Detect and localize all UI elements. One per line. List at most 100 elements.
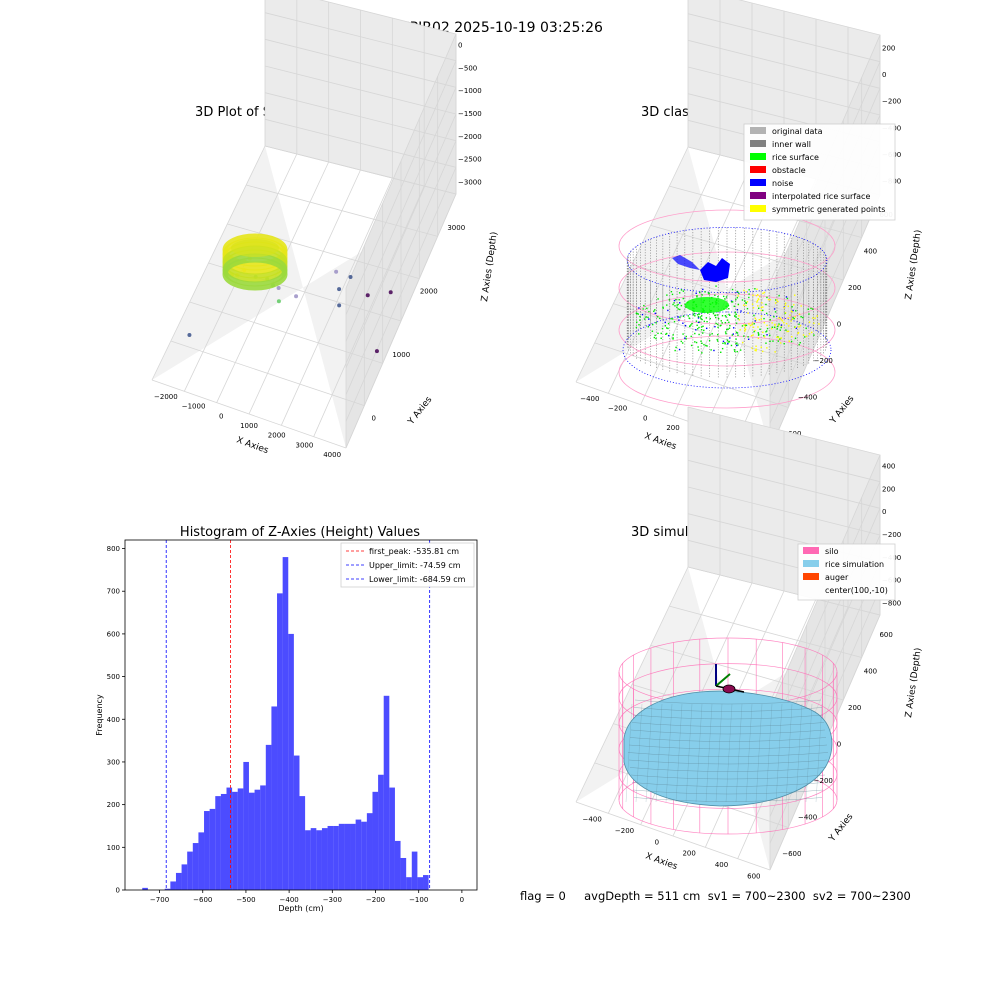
rice-surface-point xyxy=(690,324,692,326)
rice-surface-point xyxy=(677,316,679,318)
rice-surface-point xyxy=(698,321,701,323)
z-tick-label: 0 xyxy=(882,71,886,79)
histogram-bar xyxy=(265,744,272,890)
rice-surface-point xyxy=(804,336,806,338)
histogram-bar xyxy=(355,819,362,890)
grid-line xyxy=(687,566,881,616)
rice-surface-point xyxy=(758,319,761,321)
rice-surface-point xyxy=(709,334,711,336)
rice-surface-point xyxy=(699,316,702,318)
rice-surface-point xyxy=(791,306,793,308)
rice-surface-point xyxy=(665,333,667,335)
rice-surface-point xyxy=(810,331,813,334)
rice-surface-point xyxy=(685,335,687,338)
rice-surface-point xyxy=(667,334,670,337)
rice-surface-point xyxy=(766,324,768,327)
rice-surface-point xyxy=(777,340,780,342)
rice-surface-point xyxy=(728,313,730,316)
rice-surface-point xyxy=(678,348,681,351)
rice-surface-point xyxy=(762,309,764,312)
rice-surface-point xyxy=(672,338,674,340)
surface-mesh-line xyxy=(630,774,826,780)
surface-mesh-line xyxy=(725,703,733,803)
legend-label: first_peak: -535.81 cm xyxy=(369,547,459,556)
rice-surface-point xyxy=(775,299,778,301)
rice-surface-point xyxy=(755,348,757,350)
surface-mesh-line xyxy=(631,722,825,727)
rice-surface-point xyxy=(643,304,645,307)
rice-surface-point xyxy=(779,329,781,331)
rice-surface-point xyxy=(672,303,674,306)
rice-surface-point xyxy=(802,334,805,336)
histogram-x-ticks: −700 −600 −500 −400 −300 −200 −100 0 xyxy=(150,890,464,904)
rice-surface-point xyxy=(726,328,728,331)
histogram-bar xyxy=(338,823,345,890)
rice-surface-point xyxy=(805,327,807,330)
noise-ring xyxy=(622,311,832,389)
rice-surface-point xyxy=(707,292,710,294)
rice-surface-point xyxy=(682,315,685,318)
histogram-bar xyxy=(299,796,306,890)
legend-swatch xyxy=(750,179,766,186)
rice-surface-point xyxy=(646,307,648,310)
rice-surface-point xyxy=(697,349,700,351)
panel-raw-3d: 3D Plot of Silo Interior(row data) −2000… xyxy=(151,0,500,459)
rice-surface-point xyxy=(657,315,659,318)
histogram-bar xyxy=(192,843,199,890)
rice-surface-point xyxy=(660,337,662,339)
histogram-bar xyxy=(411,851,418,890)
rice-surface-point xyxy=(662,306,664,308)
rice-surface-point xyxy=(674,349,676,352)
rice-surface-point xyxy=(648,310,650,313)
rice-surface-point xyxy=(758,295,761,298)
rice-surface-point xyxy=(747,336,749,338)
raw-3d-z-ticks: 0 −500 −1000 −1500 −2000 −2500 −3000 xyxy=(458,41,482,186)
rice-surface-point xyxy=(780,326,782,329)
histogram-bar xyxy=(305,830,311,890)
rice-surface-point xyxy=(688,325,691,328)
rice-surface-point xyxy=(645,316,647,318)
histogram-bar xyxy=(361,821,367,890)
rice-surface-point xyxy=(769,319,771,321)
rice-surface-point xyxy=(653,336,656,339)
rice-surface-point xyxy=(706,320,708,323)
rice-surface-point xyxy=(734,350,736,353)
rice-surface-point xyxy=(747,338,750,340)
surface-mesh-line xyxy=(645,703,653,803)
status-line: flag = 0 avgDepth = 511 cm sv1 = 700~230… xyxy=(520,889,911,903)
rice-surface-point xyxy=(757,298,760,301)
rice-surface-point xyxy=(757,332,759,334)
histogram-bar xyxy=(372,791,379,890)
rice-surface-point xyxy=(678,292,681,294)
rice-surface-point xyxy=(712,312,715,315)
z-tick-label: −800 xyxy=(882,600,901,608)
rice-surface-point xyxy=(684,324,687,327)
rice-surface-point xyxy=(807,308,809,310)
rice-surface-point xyxy=(667,309,669,312)
rice-surface-point xyxy=(814,317,816,319)
rice-surface-point xyxy=(684,337,686,339)
surface-mesh-line xyxy=(634,699,822,705)
rice-surface-point xyxy=(763,321,765,324)
rice-surface-point xyxy=(760,318,763,320)
rice-surface-point xyxy=(755,350,757,352)
rice-surface-point xyxy=(695,341,698,344)
legend-label: Lower_limit: -684.59 cm xyxy=(369,575,466,584)
rice-surface-point xyxy=(720,351,722,354)
legend-swatch xyxy=(803,560,819,567)
rice-surface-point xyxy=(757,334,760,336)
rice-surface-point xyxy=(760,315,763,317)
surface-mesh-line xyxy=(631,782,825,787)
rice-surface-point xyxy=(698,333,700,336)
rice-surface-point xyxy=(637,313,639,315)
rice-surface-point xyxy=(690,335,692,338)
rice-surface-point xyxy=(762,292,764,295)
rice-surface-point xyxy=(792,309,794,312)
rice-surface-point xyxy=(722,342,724,345)
rice-surface-point xyxy=(703,329,705,332)
rice-surface-point xyxy=(763,335,765,337)
rice-surface-point xyxy=(752,294,754,297)
simulation-3d-y-ticks: −600 −400 −200 0 200 400 600 xyxy=(782,631,893,858)
rice-surface-point xyxy=(715,322,717,325)
rice-surface-point xyxy=(736,342,738,344)
